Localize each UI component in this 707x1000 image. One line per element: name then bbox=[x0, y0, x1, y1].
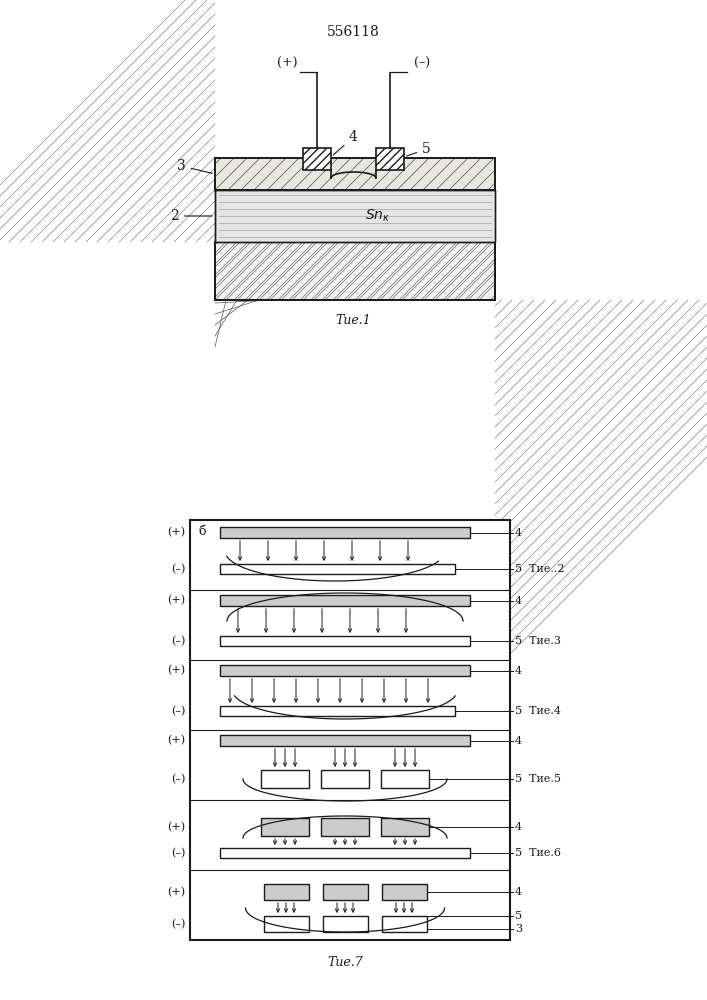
Text: $Sn_{\kappa}$: $Sn_{\kappa}$ bbox=[366, 208, 391, 224]
Text: 5  Τие.5: 5 Τие.5 bbox=[515, 774, 561, 784]
Bar bbox=[261, 770, 309, 788]
Bar bbox=[382, 916, 426, 932]
Text: 4: 4 bbox=[515, 666, 522, 676]
Bar bbox=[322, 884, 368, 900]
Text: 5: 5 bbox=[407, 142, 431, 156]
Text: (–): (–) bbox=[170, 706, 185, 716]
Text: 3: 3 bbox=[177, 159, 212, 173]
Bar bbox=[190, 520, 510, 940]
Text: (–): (–) bbox=[170, 636, 185, 646]
Bar bbox=[215, 158, 495, 190]
Bar bbox=[220, 527, 470, 538]
Text: 4: 4 bbox=[333, 130, 358, 155]
Bar bbox=[220, 665, 470, 676]
Bar bbox=[220, 848, 470, 858]
Text: 4: 4 bbox=[515, 528, 522, 538]
Text: (+): (+) bbox=[167, 527, 185, 538]
Text: (+): (+) bbox=[276, 57, 297, 70]
Text: 5: 5 bbox=[515, 911, 522, 921]
Bar bbox=[264, 884, 308, 900]
Bar bbox=[303, 148, 331, 170]
Text: (+): (+) bbox=[167, 822, 185, 832]
Text: 2: 2 bbox=[170, 209, 212, 223]
Text: 4: 4 bbox=[515, 595, 522, 605]
Bar bbox=[220, 564, 455, 574]
Text: (–): (–) bbox=[170, 919, 185, 929]
Bar bbox=[321, 818, 369, 836]
Text: 5  Τие.3: 5 Τие.3 bbox=[515, 636, 561, 646]
Bar bbox=[264, 916, 308, 932]
Bar bbox=[215, 242, 495, 300]
Bar bbox=[381, 818, 429, 836]
Text: (–): (–) bbox=[414, 57, 430, 70]
Bar bbox=[215, 158, 495, 190]
Text: 4: 4 bbox=[515, 887, 522, 897]
Bar bbox=[261, 818, 309, 836]
Text: (–): (–) bbox=[170, 848, 185, 858]
Text: 4: 4 bbox=[515, 736, 522, 746]
Bar bbox=[220, 636, 470, 646]
Text: 556118: 556118 bbox=[327, 25, 380, 39]
Text: 4: 4 bbox=[515, 822, 522, 832]
Text: Τие.7: Τие.7 bbox=[327, 956, 363, 968]
Bar bbox=[382, 884, 426, 900]
Text: Τие.1: Τие.1 bbox=[335, 314, 371, 326]
Bar bbox=[376, 148, 404, 170]
Bar bbox=[322, 916, 368, 932]
Bar bbox=[215, 190, 495, 242]
Bar bbox=[220, 706, 455, 716]
Text: (+): (+) bbox=[167, 595, 185, 606]
Bar bbox=[220, 595, 470, 606]
Bar bbox=[215, 242, 495, 300]
Text: (–): (–) bbox=[170, 774, 185, 784]
Bar bbox=[215, 190, 495, 242]
Bar bbox=[215, 242, 495, 300]
Text: 5  Τие.4: 5 Τие.4 bbox=[515, 706, 561, 716]
Bar bbox=[215, 242, 495, 300]
Bar bbox=[220, 735, 470, 746]
Text: (+): (+) bbox=[167, 665, 185, 676]
Text: б: б bbox=[198, 525, 206, 538]
Text: (+): (+) bbox=[167, 735, 185, 746]
Text: 5  Τие.6: 5 Τие.6 bbox=[515, 848, 561, 858]
Text: 3: 3 bbox=[515, 924, 522, 934]
Text: (+): (+) bbox=[167, 887, 185, 897]
Text: 5  Τие..2: 5 Τие..2 bbox=[515, 564, 564, 574]
Bar bbox=[381, 770, 429, 788]
Bar bbox=[321, 770, 369, 788]
Text: (–): (–) bbox=[170, 564, 185, 574]
